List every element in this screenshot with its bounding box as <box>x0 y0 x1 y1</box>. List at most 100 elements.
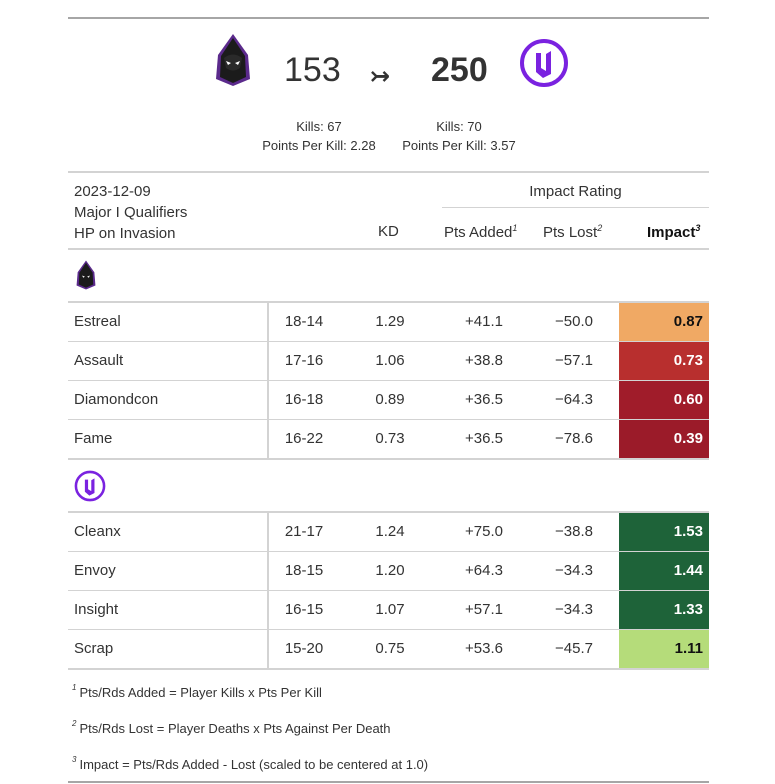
player-kd: 1.07 <box>375 601 405 618</box>
footnote-1-text: Pts/Rds Added = Player Kills x Pts Per K… <box>79 685 322 700</box>
team-group-row <box>68 458 709 511</box>
table-row: Fame 16-22 0.73 +36.5 −78.6 0.39 <box>68 419 709 458</box>
footnote-3: 3 Impact = Pts/Rds Added - Lost (scaled t… <box>72 744 709 780</box>
column-divider <box>267 420 269 458</box>
player-pts-added: +36.5 <box>465 391 503 408</box>
player-kd: 1.29 <box>375 313 405 330</box>
player-kd: 1.06 <box>375 352 405 369</box>
score-header: 153 ↣ 250 <box>68 19 709 117</box>
player-record: 16-15 <box>284 601 324 618</box>
impact-group-label: Impact Rating <box>529 183 622 200</box>
table-row: Scrap 15-20 0.75 +53.6 −45.7 1.11 <box>68 629 709 668</box>
col-impact: Impact3 <box>647 223 700 241</box>
player-name: Estreal <box>74 313 121 330</box>
player-kd: 0.89 <box>375 391 405 408</box>
player-kd: 0.73 <box>375 430 405 447</box>
column-divider <box>267 513 269 551</box>
player-record: 16-18 <box>284 391 324 408</box>
home-ppk: Points Per Kill: 2.28 <box>262 138 376 153</box>
player-kd: 0.75 <box>375 640 405 657</box>
player-name: Assault <box>74 352 124 369</box>
player-impact: 1.11 <box>619 630 709 668</box>
player-record: 18-14 <box>284 313 324 330</box>
col-pts-lost-label: Pts Lost <box>543 224 598 241</box>
player-pts-added: +53.6 <box>465 640 503 657</box>
footnote-2-text: Pts/Rds Lost = Player Deaths x Pts Again… <box>79 721 391 736</box>
column-divider <box>267 381 269 419</box>
player-pts-lost: −38.8 <box>555 523 593 540</box>
away-ppk: Points Per Kill: 3.57 <box>402 138 516 153</box>
footnote-1: 1 Pts/Rds Added = Player Kills x Pts Per … <box>72 672 709 708</box>
player-record: 18-15 <box>284 562 324 579</box>
column-divider <box>267 552 269 590</box>
footnote-mark-2: 2 <box>597 223 603 233</box>
player-kd: 1.24 <box>375 523 405 540</box>
player-pts-added: +36.5 <box>465 430 503 447</box>
home-score: 153 <box>284 51 341 89</box>
away-stats: Kills: 70 Points Per Kill: 3.57 <box>397 117 521 155</box>
table-row: Assault 17-16 1.06 +38.8 −57.1 0.73 <box>68 341 709 380</box>
player-name: Cleanx <box>74 523 121 540</box>
player-record: 16-22 <box>284 430 324 447</box>
team-stats: Kills: 67 Points Per Kill: 2.28 Kills: 7… <box>68 117 709 171</box>
player-impact: 1.44 <box>619 552 709 590</box>
player-name: Fame <box>74 430 113 447</box>
player-pts-added: +64.3 <box>465 562 503 579</box>
player-pts-lost: −45.7 <box>555 640 593 657</box>
footnotes: 1 Pts/Rds Added = Player Kills x Pts Per … <box>68 670 709 780</box>
player-pts-lost: −57.1 <box>555 352 593 369</box>
match-event: Major I Qualifiers <box>74 204 188 221</box>
column-divider <box>267 342 269 380</box>
bottom-rule <box>68 781 709 783</box>
player-impact: 0.87 <box>619 303 709 341</box>
player-kd: 1.20 <box>375 562 405 579</box>
player-pts-lost: −34.3 <box>555 562 593 579</box>
player-pts-lost: −50.0 <box>555 313 593 330</box>
player-pts-added: +38.8 <box>465 352 503 369</box>
footnote-rule <box>68 668 709 670</box>
top-rule <box>68 17 709 19</box>
footnote-mark-1: 1 <box>512 223 518 233</box>
column-divider <box>267 303 269 341</box>
footnote-3-text: Impact = Pts/Rds Added - Lost (scaled to… <box>79 757 429 772</box>
col-pts-lost: Pts Lost2 <box>543 223 602 241</box>
away-score: 250 <box>431 51 488 89</box>
header-rule <box>68 171 709 173</box>
player-pts-added: +57.1 <box>465 601 503 618</box>
player-name: Scrap <box>74 640 114 657</box>
footnote-2: 2 Pts/Rds Lost = Player Deaths x Pts Agai… <box>72 708 709 744</box>
column-header: 2023-12-09 Major I Qualifiers HP on Inva… <box>68 173 709 248</box>
footnote-2-mark: 2 <box>72 719 77 728</box>
impact-table: 153 ↣ 250 Kills: 67 Points Per Kill: 2.2… <box>68 17 709 783</box>
footnote-1-mark: 1 <box>72 683 77 692</box>
player-pts-lost: −64.3 <box>555 391 593 408</box>
match-meta: 2023-12-09 Major I Qualifiers HP on Inva… <box>74 181 187 244</box>
table-row: Estreal 18-14 1.29 +41.1 −50.0 0.87 <box>68 301 709 341</box>
arrow-icon: ↣ <box>370 63 391 90</box>
hooded-figure-logo-icon <box>76 260 96 290</box>
player-record: 17-16 <box>284 352 324 369</box>
col-pts-added: Pts Added1 <box>444 223 517 241</box>
col-pts-added-label: Pts Added <box>444 224 513 241</box>
table-row: Envoy 18-15 1.20 +64.3 −34.3 1.44 <box>68 551 709 590</box>
player-pts-lost: −78.6 <box>555 430 593 447</box>
column-divider <box>267 630 269 668</box>
player-impact: 0.39 <box>619 420 709 458</box>
hooded-figure-logo-icon <box>216 34 250 86</box>
player-name: Envoy <box>74 562 116 579</box>
match-date: 2023-12-09 <box>74 183 151 200</box>
player-pts-added: +41.1 <box>465 313 503 330</box>
team-group-row <box>68 248 709 301</box>
home-stats: Kills: 67 Points Per Kill: 2.28 <box>256 117 382 155</box>
player-name: Diamondcon <box>74 391 159 408</box>
player-record: 15-20 <box>284 640 324 657</box>
group-underline <box>442 207 709 208</box>
player-impact: 0.73 <box>619 342 709 380</box>
player-pts-added: +75.0 <box>465 523 503 540</box>
col-kd: KD <box>378 223 399 240</box>
away-kills: Kills: 70 <box>436 119 482 134</box>
footnote-mark-3: 3 <box>695 223 701 233</box>
footnote-3-mark: 3 <box>72 755 77 764</box>
table-row: Insight 16-15 1.07 +57.1 −34.3 1.33 <box>68 590 709 629</box>
column-divider <box>267 591 269 629</box>
